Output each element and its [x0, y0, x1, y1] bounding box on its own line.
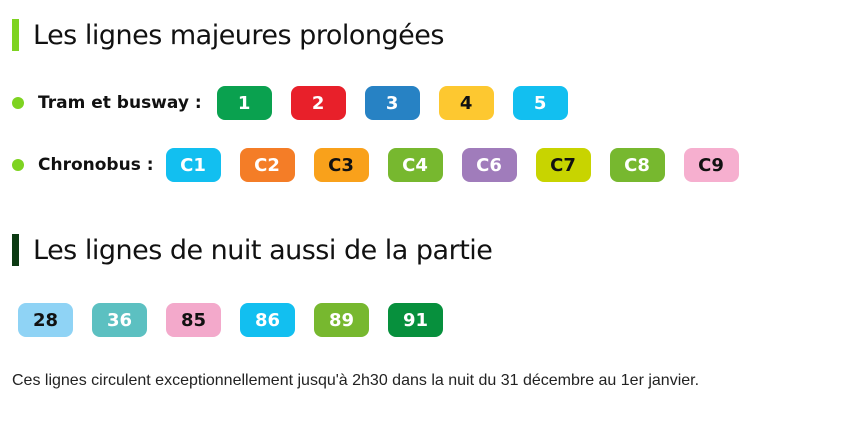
line-badge-89[interactable]: 89: [314, 303, 369, 337]
tram-label: Tram et busway :: [38, 93, 202, 113]
line-badge-c2[interactable]: C2: [239, 148, 295, 182]
line-badge-91[interactable]: 91: [388, 303, 443, 337]
heading-night-lines: Les lignes de nuit aussi de la partie: [12, 234, 493, 266]
line-badge-c3[interactable]: C3: [313, 148, 369, 182]
chronobus-label: Chronobus :: [38, 155, 154, 175]
line-badge-c8[interactable]: C8: [609, 148, 665, 182]
line-badge-c9[interactable]: C9: [683, 148, 739, 182]
heading-accent-bar: [12, 234, 19, 266]
night-lines-note: Ces lignes circulent exceptionnellement …: [12, 372, 700, 389]
bullet-icon: [12, 97, 24, 109]
line-badge-85[interactable]: 85: [166, 303, 221, 337]
line-badge-36[interactable]: 36: [92, 303, 147, 337]
bullet-icon: [12, 159, 24, 171]
chronobus-row: Chronobus : C1 C2 C3 C4 C6 C7 C8 C9: [12, 147, 758, 183]
heading-text: Les lignes de nuit aussi de la partie: [33, 234, 493, 266]
line-badge-2[interactable]: 2: [290, 86, 346, 120]
line-badge-5[interactable]: 5: [512, 86, 568, 120]
line-badge-3[interactable]: 3: [364, 86, 420, 120]
line-badge-c4[interactable]: C4: [387, 148, 443, 182]
line-badge-c1[interactable]: C1: [165, 148, 221, 182]
line-badge-1[interactable]: 1: [216, 86, 272, 120]
night-lines-row: 28 36 85 86 89 91: [18, 302, 462, 338]
heading-major-lines: Les lignes majeures prolongées: [12, 19, 444, 51]
heading-text: Les lignes majeures prolongées: [33, 19, 444, 51]
line-badge-c6[interactable]: C6: [461, 148, 517, 182]
line-badge-28[interactable]: 28: [18, 303, 73, 337]
line-badge-4[interactable]: 4: [438, 86, 494, 120]
heading-accent-bar: [12, 19, 19, 51]
line-badge-c7[interactable]: C7: [535, 148, 591, 182]
line-badge-86[interactable]: 86: [240, 303, 295, 337]
